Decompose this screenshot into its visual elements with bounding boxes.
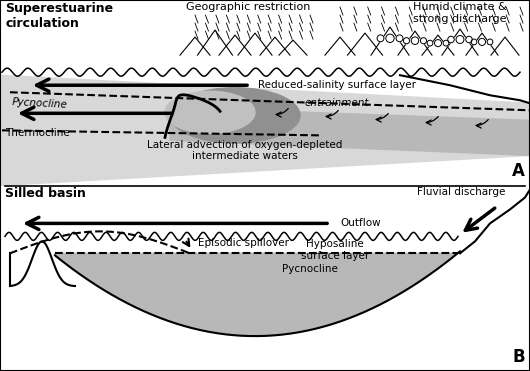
Polygon shape (348, 33, 383, 55)
Text: Silled basin: Silled basin (5, 187, 86, 200)
Polygon shape (198, 30, 233, 55)
Text: Episodic spillover: Episodic spillover (198, 238, 289, 248)
Circle shape (471, 39, 477, 45)
Circle shape (427, 40, 433, 46)
Circle shape (487, 39, 493, 45)
Polygon shape (238, 33, 272, 55)
Polygon shape (491, 37, 519, 55)
Polygon shape (279, 40, 307, 55)
Text: Outflow: Outflow (340, 219, 381, 229)
Text: B: B (513, 348, 525, 366)
Circle shape (386, 34, 394, 43)
Circle shape (377, 35, 384, 42)
Text: Pycnocline: Pycnocline (282, 264, 338, 274)
Circle shape (403, 37, 410, 44)
Polygon shape (260, 37, 290, 55)
Circle shape (396, 35, 403, 42)
Text: Geographic restriction: Geographic restriction (186, 2, 310, 12)
Text: Reduced-salinity surface layer: Reduced-salinity surface layer (258, 80, 416, 90)
Polygon shape (219, 35, 251, 55)
Text: A: A (512, 162, 525, 180)
Ellipse shape (170, 88, 300, 143)
Circle shape (443, 40, 449, 46)
Polygon shape (170, 107, 530, 155)
Polygon shape (422, 35, 454, 55)
Text: Humid climate &
strong discharge: Humid climate & strong discharge (413, 2, 507, 24)
Circle shape (411, 37, 419, 45)
Polygon shape (0, 75, 530, 186)
Circle shape (420, 37, 427, 44)
Text: Thermocline: Thermocline (5, 128, 70, 138)
Circle shape (456, 36, 464, 43)
Text: Hyposaline
surface layer: Hyposaline surface layer (301, 239, 369, 261)
Circle shape (435, 40, 441, 47)
Polygon shape (325, 37, 355, 55)
Bar (0, 0, 530, 75)
Polygon shape (442, 29, 478, 55)
Polygon shape (371, 27, 409, 55)
Text: Pycnocline: Pycnocline (12, 97, 68, 110)
Circle shape (448, 36, 454, 43)
Polygon shape (180, 37, 210, 55)
Ellipse shape (165, 91, 255, 133)
Circle shape (466, 36, 472, 43)
Text: Superestuarine
circulation: Superestuarine circulation (5, 2, 113, 30)
Text: entrainment: entrainment (305, 98, 369, 108)
Polygon shape (466, 33, 498, 55)
Circle shape (479, 38, 485, 45)
Text: Lateral advection of oxygen-depleted
intermediate waters: Lateral advection of oxygen-depleted int… (147, 139, 343, 161)
Polygon shape (55, 251, 460, 336)
Text: Fluvial discharge: Fluvial discharge (417, 187, 505, 197)
Polygon shape (398, 31, 432, 55)
